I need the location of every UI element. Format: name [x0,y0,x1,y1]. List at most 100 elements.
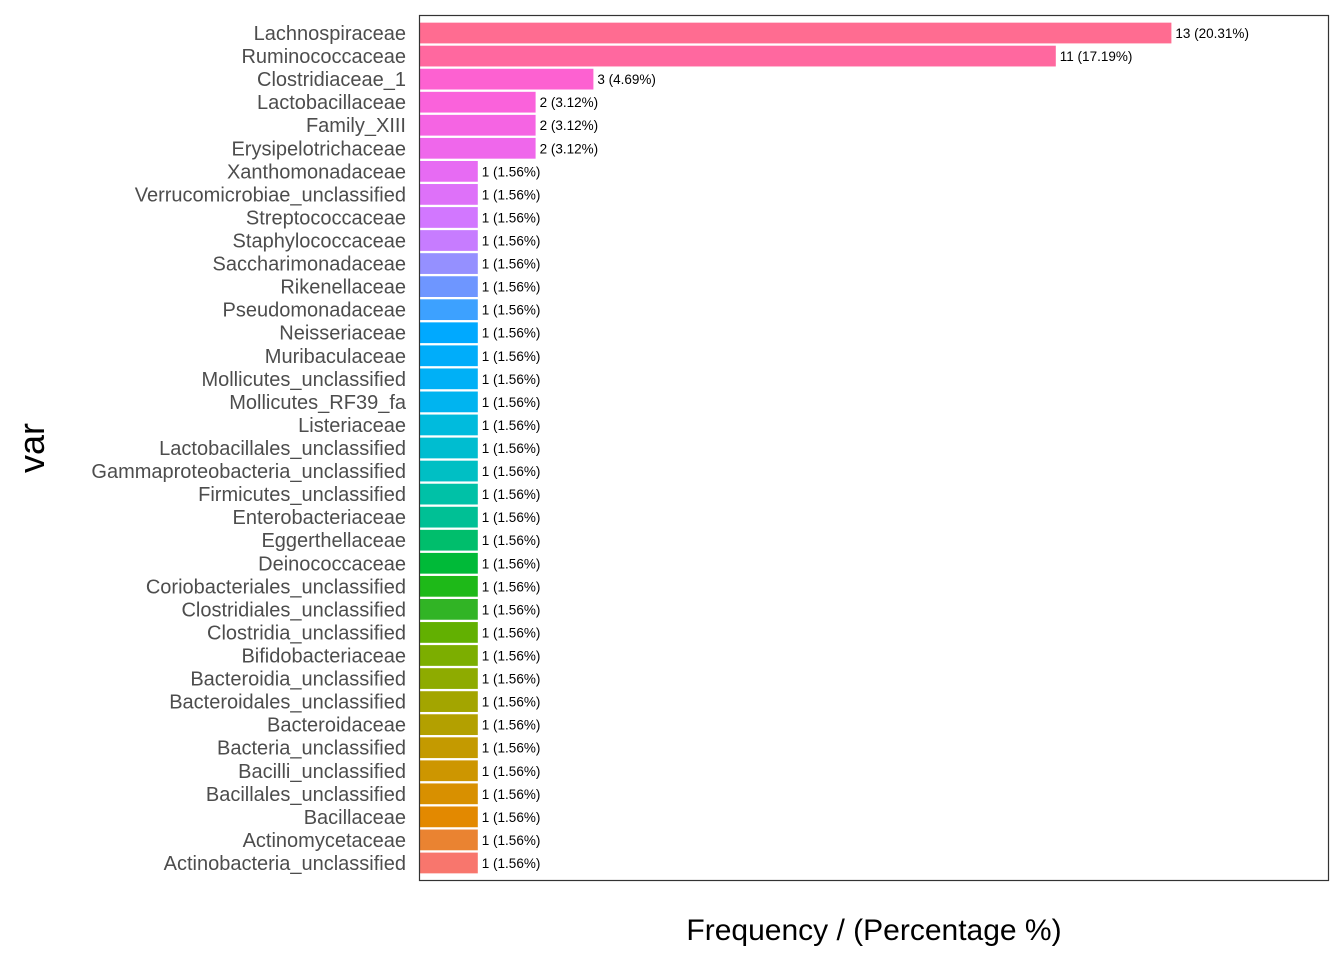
bar-lactobacillaceae [420,91,536,113]
bar-actinobacteria-unclassified [420,852,478,874]
bar-neisseriaceae [420,322,478,344]
y-tick-label: Bacteroidales_unclassified [169,692,406,714]
bar-lachnospiraceae [420,22,1172,44]
y-tick-label: Clostridiaceae_1 [257,69,406,91]
y-tick-label: Listeriaceae [298,415,406,437]
data-label: 1 (1.56%) [482,787,541,802]
y-tick-label: Bifidobacteriaceae [241,645,406,667]
y-tick-label: Streptococcaceae [246,207,406,229]
data-labels-group: 13 (20.31%) 11 (17.19%) 3 (4.69%) 2 (3.12%)… [482,26,1249,871]
bar-coriobacteriales-unclassified [420,575,478,597]
bar-clostridia-unclassified [420,622,478,643]
bar-clostridiaceae-1 [420,68,594,90]
data-label: 1 (1.56%) [482,510,541,525]
data-label: 1 (1.56%) [482,464,541,479]
data-label: 1 (1.56%) [482,741,541,756]
bar-xanthomonadaceae [420,160,478,182]
data-label: 1 (1.56%) [482,487,541,502]
bar-staphylococcaceae [420,230,478,251]
y-tick-label: Bacillales_unclassified [206,784,406,806]
data-label: 11 (17.19%) [1060,49,1133,64]
bar-bacteroidaceae [420,714,478,736]
data-label: 1 (1.56%) [482,695,541,710]
y-tick-label: Saccharimonadaceae [213,254,406,276]
y-tick-label: Family_XIII [306,115,406,137]
data-label: 2 (3.12%) [540,95,599,110]
data-label: 2 (3.12%) [540,141,599,156]
bar-clostridiales-unclassified [420,599,478,620]
bar-mollicutes-unclassified [420,368,478,390]
y-tick-label: Firmicutes_unclassified [198,484,406,506]
bar-family-xiii [420,114,536,136]
bar-verrucomicrobiae-unclassified [420,184,478,205]
data-label: 1 (1.56%) [482,210,541,225]
bar-actinomycetaceae [420,829,478,851]
x-axis-title: Frequency / (Percentage %) [686,914,1061,947]
bar-firmicutes-unclassified [420,483,478,505]
data-label: 2 (3.12%) [540,118,599,133]
bar-mollicutes-rf39-fa [420,391,478,413]
data-label: 1 (1.56%) [482,533,541,548]
bar-bacillaceae [420,806,478,828]
y-tick-label: Pseudomonadaceae [223,300,406,322]
y-tick-label: Enterobacteriaceae [233,507,406,529]
data-label: 1 (1.56%) [482,441,541,456]
plot-panel-border [418,14,1330,882]
data-label: 1 (1.56%) [482,164,541,179]
y-tick-label: Muribaculaceae [265,346,406,368]
bar-pseudomonadaceae [420,299,478,321]
y-tick-label: Clostridia_unclassified [207,622,406,644]
y-tick-label: Verrucomicrobiae_unclassified [135,184,406,206]
data-label: 1 (1.56%) [482,579,541,594]
data-label: 1 (1.56%) [482,718,541,733]
bar-muribaculaceae [420,345,478,367]
data-label: 1 (1.56%) [482,303,541,318]
y-tick-label: Lactobacillaceae [257,92,406,114]
data-label: 1 (1.56%) [482,648,541,663]
data-label: 1 (1.56%) [482,833,541,848]
bar-deinococcaceae [420,552,478,574]
data-label: 1 (1.56%) [482,257,541,272]
bar-bacteria-unclassified [420,737,478,759]
data-label: 3 (4.69%) [597,72,656,87]
y-tick-label: Deinococcaceae [258,553,406,575]
bar-saccharimonadaceae [420,253,478,274]
data-label: 1 (1.56%) [482,326,541,341]
data-label: 1 (1.56%) [482,625,541,640]
y-tick-label: Actinomycetaceae [243,830,406,852]
data-label: 1 (1.56%) [482,556,541,571]
category-labels-group: LachnospiraceaeRuminococcaceaeClostridia… [91,23,406,875]
y-tick-label: Mollicutes_unclassified [201,369,406,391]
data-label: 1 (1.56%) [482,280,541,295]
bar-streptococcaceae [420,207,478,228]
bar-eggerthellaceae [420,529,478,551]
y-axis-title: var [11,423,52,473]
bar-rikenellaceae [420,276,478,297]
y-tick-label: Clostridiales_unclassified [181,599,406,621]
y-tick-label: Actinobacteria_unclassified [164,853,406,875]
y-tick-label: Ruminococcaceae [241,46,406,68]
data-label: 1 (1.56%) [482,187,541,202]
y-tick-label: Xanthomonadaceae [227,161,406,183]
y-tick-label: Rikenellaceae [280,277,406,299]
y-tick-label: Staphylococcaceae [233,231,406,253]
bar-bacteroidales-unclassified [420,691,478,712]
data-label: 13 (20.31%) [1175,26,1249,41]
y-tick-label: Lachnospiraceae [254,23,406,45]
bar-ruminococcaceae [420,45,1056,67]
y-tick-label: Bacteroidaceae [267,715,406,737]
data-label: 1 (1.56%) [482,349,541,364]
data-label: 1 (1.56%) [482,810,541,825]
data-label: 1 (1.56%) [482,672,541,687]
y-tick-label: Mollicutes_RF39_fa [229,392,407,414]
y-tick-label: Lactobacillales_unclassified [159,438,406,460]
y-tick-label: Bacteria_unclassified [217,738,406,760]
y-tick-label: Bacteroidia_unclassified [190,669,406,691]
y-tick-label: Eggerthellaceae [261,530,406,552]
bar-lactobacillales-unclassified [420,437,478,459]
bar-enterobacteriaceae [420,506,478,528]
bar-bacillales-unclassified [420,783,478,805]
y-tick-label: Gammaproteobacteria_unclassified [91,461,406,483]
bar-bacilli-unclassified [420,760,478,782]
y-tick-label: Neisseriaceae [279,323,406,345]
